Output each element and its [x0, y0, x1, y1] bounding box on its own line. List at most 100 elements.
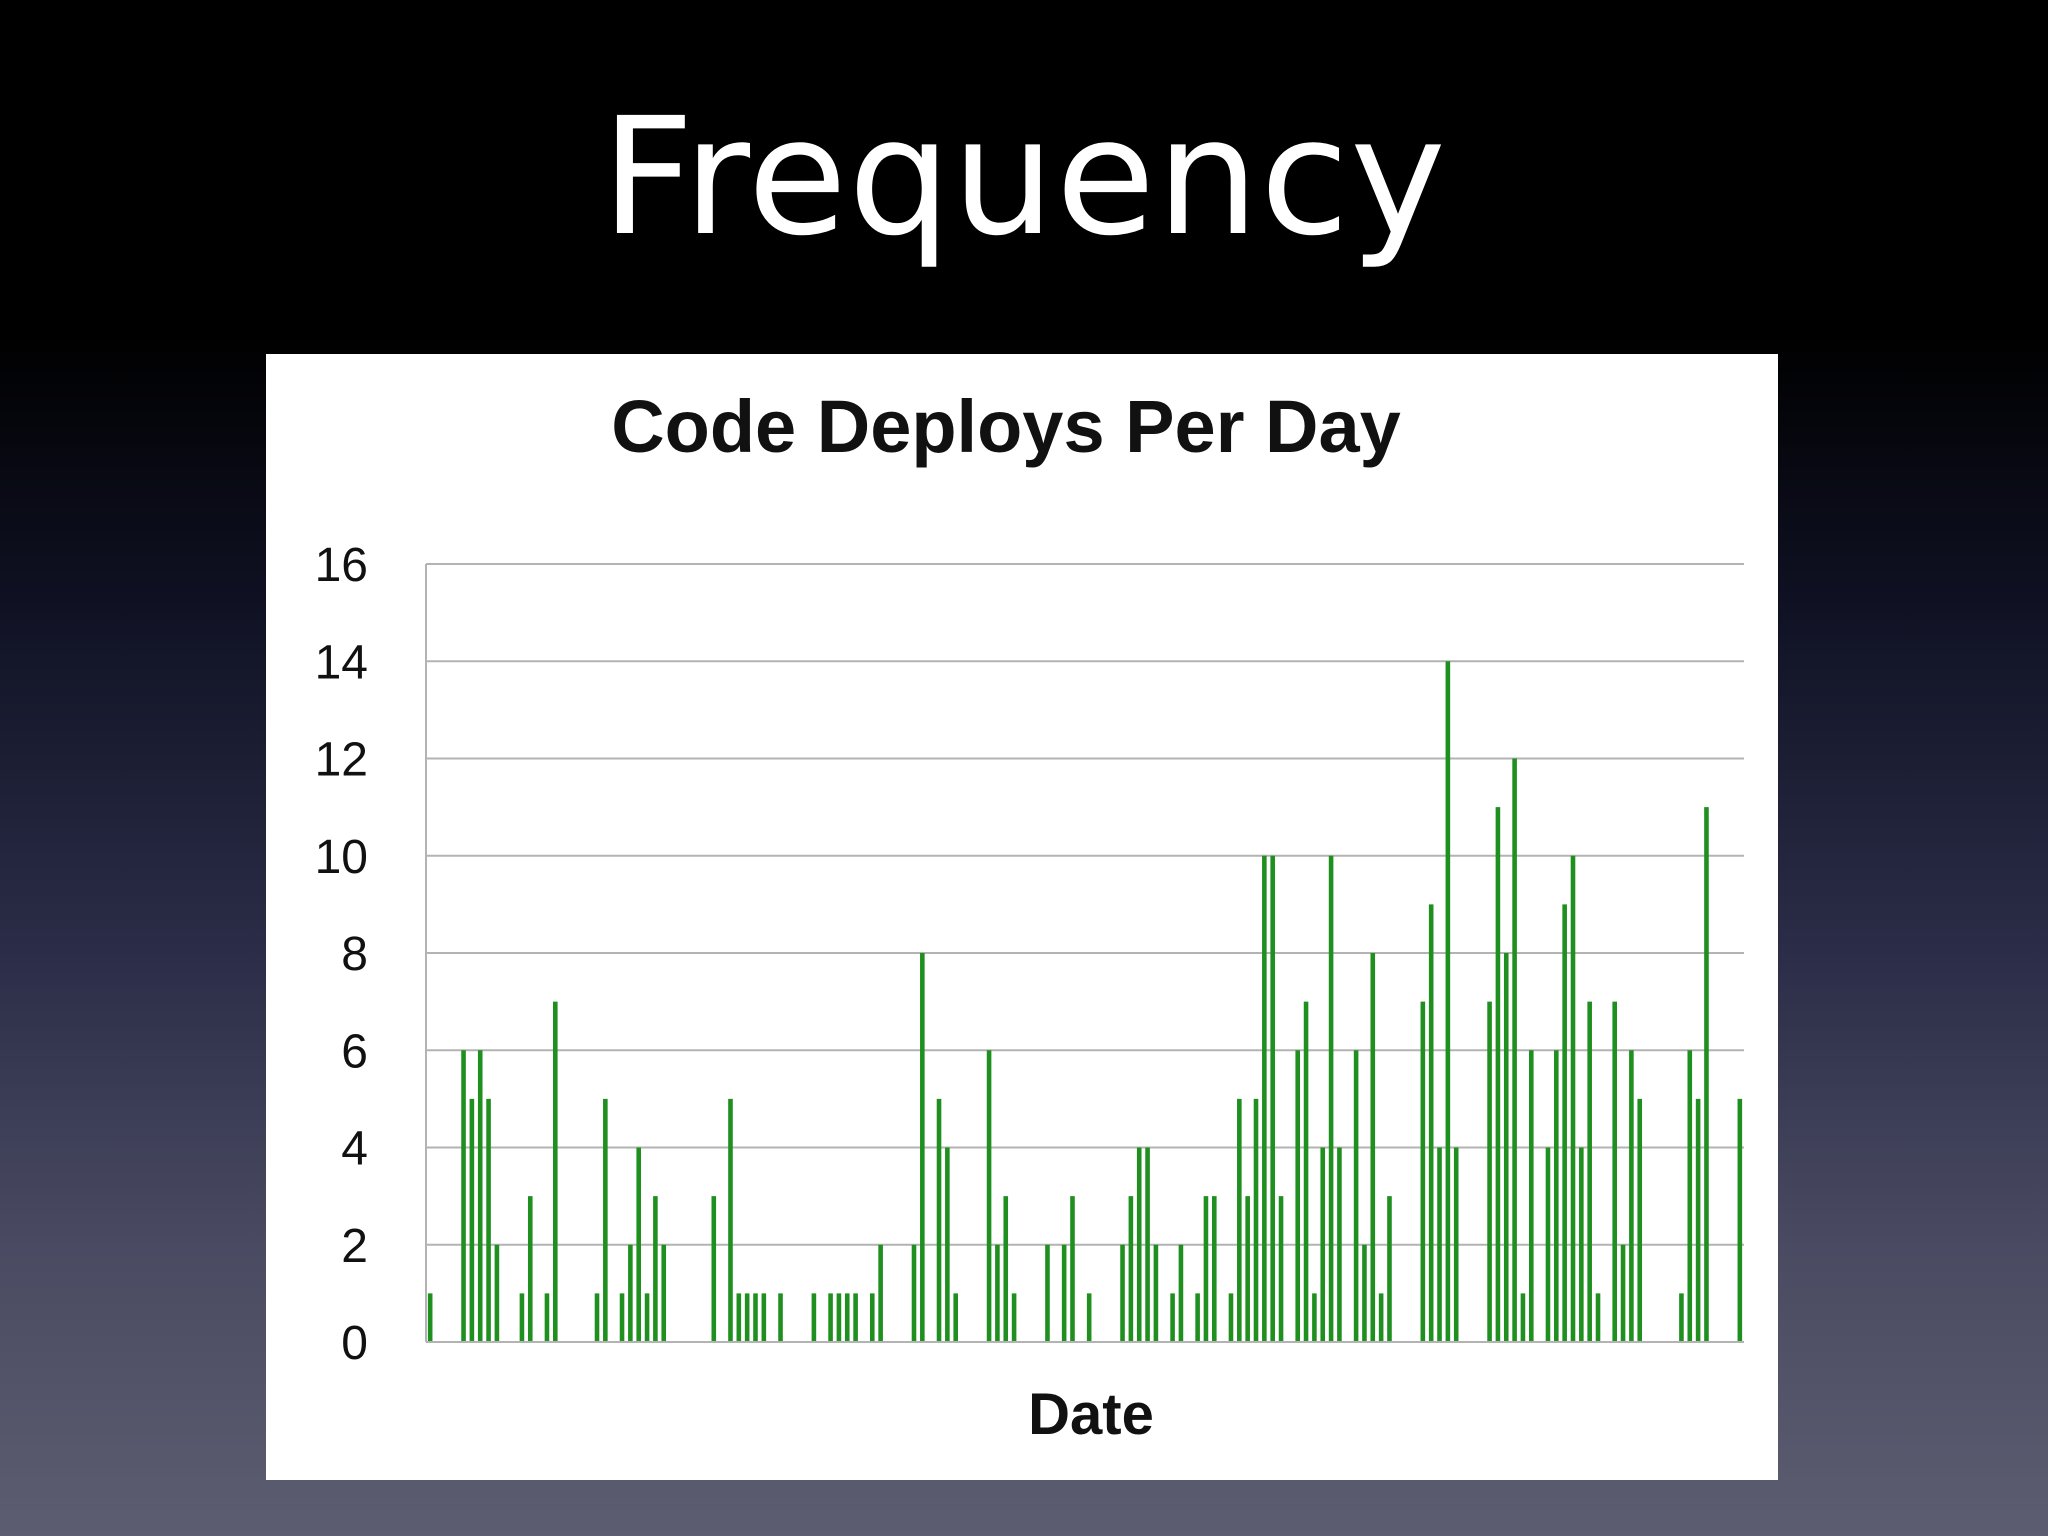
bar: [1437, 1147, 1442, 1342]
bar: [753, 1293, 758, 1342]
bar: [1612, 1001, 1617, 1342]
bar: [1303, 1001, 1309, 1342]
bar: [1170, 1293, 1175, 1342]
bar: [1070, 1196, 1075, 1342]
bar: [761, 1293, 767, 1342]
bar: [1370, 953, 1376, 1342]
bar: [844, 1293, 850, 1342]
bar: [1679, 1293, 1684, 1342]
bar: [1128, 1196, 1134, 1342]
bar: [1512, 758, 1517, 1342]
bar: [1262, 855, 1267, 1342]
bar: [986, 1050, 992, 1342]
bar: [1587, 1001, 1592, 1342]
bar: [1545, 1147, 1551, 1342]
bar: [953, 1293, 958, 1342]
y-tick-label: 16: [315, 539, 368, 592]
bar: [1245, 1196, 1250, 1342]
bar: [486, 1098, 491, 1342]
bar: [1629, 1050, 1634, 1342]
bar: [1237, 1098, 1242, 1342]
bar: [1362, 1244, 1367, 1342]
bar: [1203, 1196, 1209, 1342]
bar: [869, 1293, 875, 1342]
y-tick-label: 8: [341, 928, 368, 981]
bar: [661, 1244, 667, 1342]
bar: [1228, 1293, 1234, 1342]
y-tick-label: 2: [341, 1220, 368, 1273]
bar: [1387, 1196, 1392, 1342]
bar: [461, 1050, 466, 1342]
bar: [619, 1293, 625, 1342]
bar: [427, 1293, 433, 1342]
bar: [945, 1147, 950, 1342]
bar: [1120, 1244, 1125, 1342]
bars: [427, 661, 1743, 1342]
bar: [1595, 1293, 1601, 1342]
bar: [711, 1196, 717, 1342]
bar: [920, 953, 925, 1342]
bar: [1637, 1098, 1643, 1342]
bar: [828, 1293, 833, 1342]
bar: [728, 1098, 733, 1342]
bar: [1212, 1196, 1217, 1342]
deploys-bar-chart: Code Deploys Per Day 0 2 4 6 8 10 12 14 16 Date: [315, 385, 1744, 1447]
y-tick-label: 4: [341, 1123, 368, 1176]
bar: [1003, 1196, 1009, 1342]
bar: [744, 1293, 750, 1342]
bar: [811, 1293, 817, 1342]
bar: [1337, 1147, 1342, 1342]
bar: [1562, 904, 1567, 1342]
y-tick-label: 12: [315, 734, 368, 787]
y-tick-label: 14: [315, 636, 368, 689]
bar: [1737, 1098, 1743, 1342]
gridlines: [426, 563, 1744, 1246]
bar: [603, 1098, 608, 1342]
bar: [911, 1244, 917, 1342]
bar: [1445, 661, 1451, 1342]
bar: [644, 1293, 650, 1342]
bar: [1687, 1050, 1693, 1342]
bar: [1295, 1050, 1301, 1342]
bar: [553, 1001, 558, 1342]
bar: [1503, 953, 1509, 1342]
chart-title: Code Deploys Per Day: [611, 385, 1401, 468]
bar: [1453, 1147, 1459, 1342]
bar: [1253, 1098, 1259, 1342]
bar: [1278, 1196, 1284, 1342]
bar: [836, 1293, 842, 1342]
bar: [1312, 1293, 1317, 1342]
bar: [1428, 904, 1434, 1342]
bar: [1061, 1244, 1067, 1342]
bar: [1487, 1001, 1492, 1342]
bar: [519, 1293, 525, 1342]
slide-title: Frequency: [601, 84, 1447, 272]
bar: [1704, 807, 1709, 1342]
bar: [1495, 807, 1501, 1342]
bar: [544, 1293, 550, 1342]
bar: [1178, 1244, 1184, 1342]
bar: [1378, 1293, 1384, 1342]
bar: [636, 1147, 642, 1342]
y-axis-ticks: 0 2 4 6 8 10 12 14 16: [315, 539, 368, 1370]
bar: [1570, 855, 1576, 1342]
x-axis-label: Date: [1028, 1382, 1154, 1447]
bar: [936, 1098, 942, 1342]
chart-panel: Code Deploys Per Day 0 2 4 6 8 10 12 14 16 Date: [266, 354, 1778, 1480]
bar: [995, 1244, 1000, 1342]
bar: [1045, 1244, 1050, 1342]
bar: [736, 1293, 742, 1342]
bar: [477, 1050, 483, 1342]
bar: [527, 1196, 533, 1342]
bar: [494, 1244, 500, 1342]
bar: [653, 1196, 658, 1342]
bar: [1695, 1098, 1701, 1342]
bar: [628, 1244, 633, 1342]
bar: [1011, 1293, 1017, 1342]
bar: [1554, 1050, 1559, 1342]
bar: [1620, 1244, 1626, 1342]
y-tick-label: 10: [315, 831, 368, 884]
bar: [778, 1293, 783, 1342]
bar: [1086, 1293, 1092, 1342]
bar: [1328, 855, 1334, 1342]
